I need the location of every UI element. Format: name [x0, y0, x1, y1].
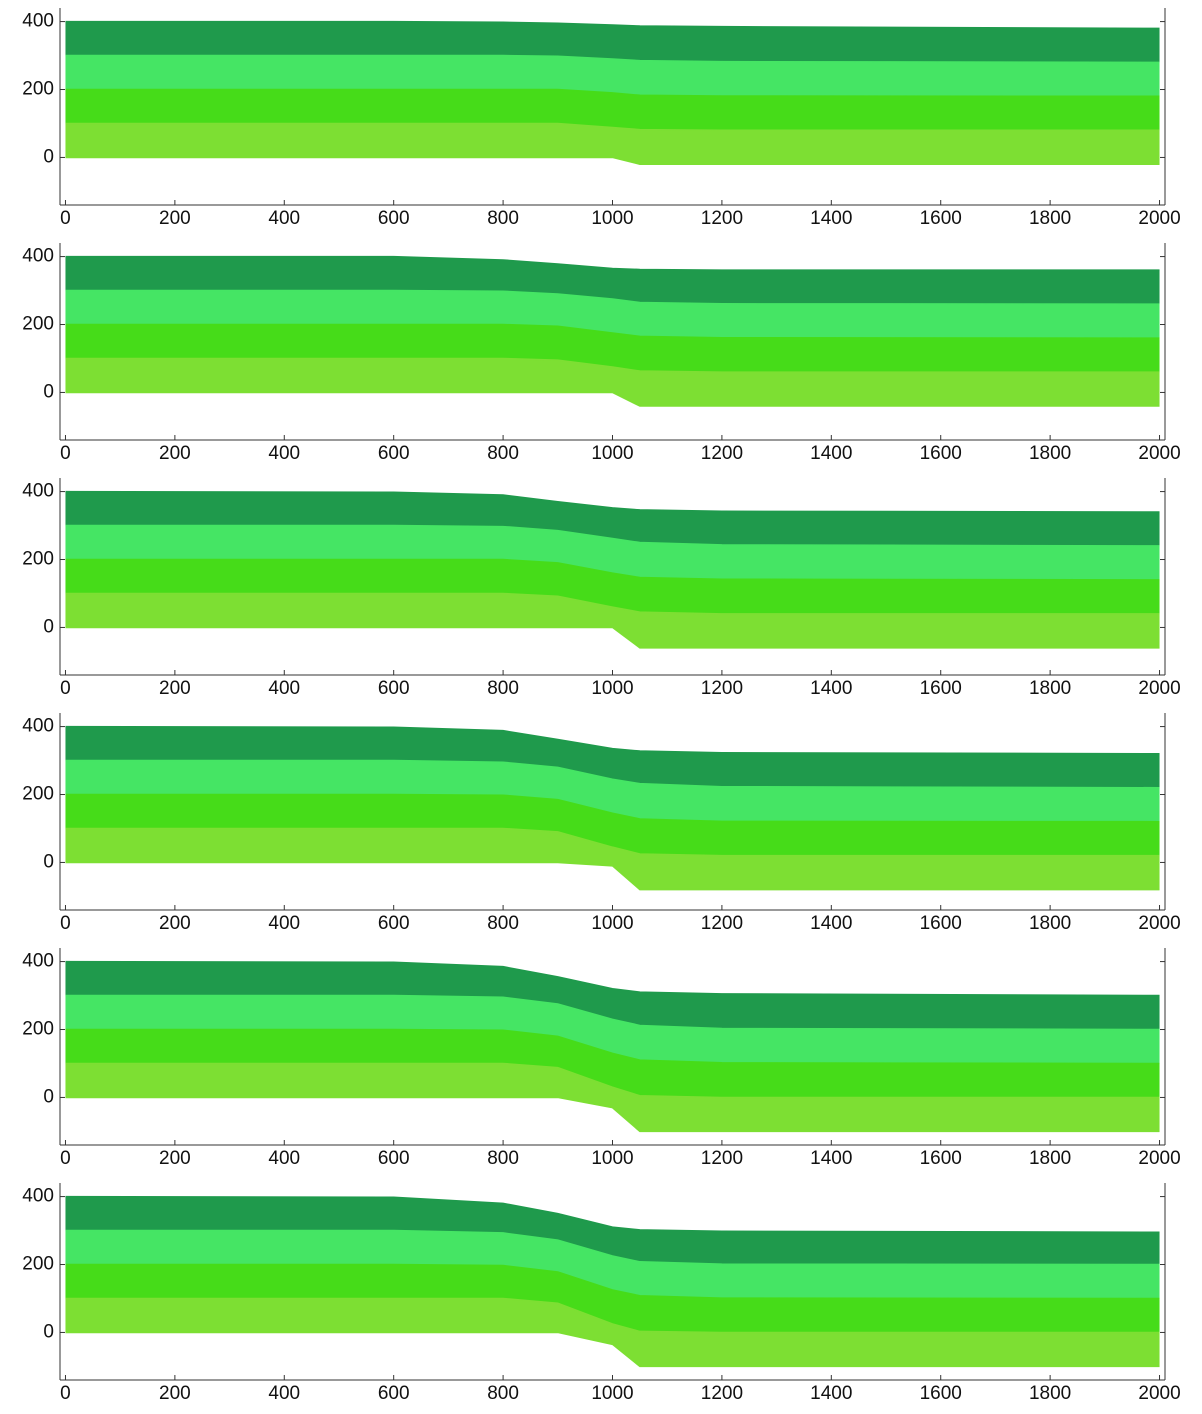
- x-tick-label: 1600: [920, 443, 962, 464]
- x-tick-label: 2000: [1138, 913, 1180, 934]
- x-tick-label: 2000: [1138, 678, 1180, 699]
- x-tick-label: 800: [487, 678, 519, 699]
- x-tick-label: 400: [268, 678, 300, 699]
- y-tick-label: 400: [22, 716, 54, 737]
- x-tick-label: 1400: [810, 443, 852, 464]
- y-tick-label: 200: [22, 1254, 54, 1275]
- y-tick-label: 200: [22, 1019, 54, 1040]
- x-tick-label: 1400: [810, 1148, 852, 1169]
- x-tick-label: 1600: [920, 913, 962, 934]
- x-tick-label: 1800: [1029, 443, 1071, 464]
- x-tick-label: 1200: [701, 208, 743, 229]
- y-tick-label: 0: [43, 381, 54, 402]
- x-tick-label: 0: [60, 443, 71, 464]
- x-tick-label: 1400: [810, 678, 852, 699]
- x-tick-label: 1000: [591, 208, 633, 229]
- figure: 0200400600800100012001400160018002000020…: [0, 0, 1202, 1409]
- x-tick-label: 1400: [810, 913, 852, 934]
- x-tick-label: 1600: [920, 1383, 962, 1404]
- x-tick-label: 1600: [920, 1148, 962, 1169]
- x-tick-label: 1000: [591, 1383, 633, 1404]
- x-tick-label: 1000: [591, 913, 633, 934]
- x-tick-label: 1800: [1029, 208, 1071, 229]
- x-tick-label: 1800: [1029, 1148, 1071, 1169]
- x-tick-label: 600: [378, 678, 410, 699]
- x-tick-label: 600: [378, 1383, 410, 1404]
- x-tick-label: 400: [268, 1148, 300, 1169]
- x-tick-label: 800: [487, 443, 519, 464]
- x-tick-label: 1200: [701, 1383, 743, 1404]
- y-tick-label: 200: [22, 549, 54, 570]
- x-tick-label: 600: [378, 208, 410, 229]
- x-tick-label: 400: [268, 913, 300, 934]
- x-tick-label: 2000: [1138, 208, 1180, 229]
- x-tick-label: 800: [487, 208, 519, 229]
- x-tick-label: 1800: [1029, 913, 1071, 934]
- x-tick-label: 0: [60, 208, 71, 229]
- x-tick-label: 600: [378, 1148, 410, 1169]
- x-tick-label: 1200: [701, 913, 743, 934]
- x-tick-label: 200: [159, 443, 191, 464]
- y-tick-label: 200: [22, 79, 54, 100]
- x-tick-label: 1800: [1029, 678, 1071, 699]
- x-tick-label: 1400: [810, 208, 852, 229]
- x-tick-label: 0: [60, 1383, 71, 1404]
- y-tick-label: 0: [43, 146, 54, 167]
- x-tick-label: 600: [378, 443, 410, 464]
- x-tick-label: 0: [60, 913, 71, 934]
- x-tick-label: 1200: [701, 1148, 743, 1169]
- x-tick-label: 600: [378, 913, 410, 934]
- y-tick-label: 400: [22, 951, 54, 972]
- x-tick-label: 800: [487, 1148, 519, 1169]
- y-tick-label: 400: [22, 246, 54, 267]
- x-tick-label: 1600: [920, 678, 962, 699]
- y-tick-label: 400: [22, 1186, 54, 1207]
- y-tick-label: 0: [43, 1086, 54, 1107]
- y-tick-label: 0: [43, 1321, 54, 1342]
- x-tick-label: 0: [60, 1148, 71, 1169]
- x-tick-label: 800: [487, 913, 519, 934]
- x-tick-label: 200: [159, 1148, 191, 1169]
- y-tick-label: 400: [22, 481, 54, 502]
- x-tick-label: 1800: [1029, 1383, 1071, 1404]
- x-tick-label: 1000: [591, 443, 633, 464]
- x-tick-label: 1600: [920, 208, 962, 229]
- x-tick-label: 0: [60, 678, 71, 699]
- x-tick-label: 1400: [810, 1383, 852, 1404]
- y-tick-label: 200: [22, 784, 54, 805]
- x-tick-label: 1000: [591, 678, 633, 699]
- x-tick-label: 1200: [701, 678, 743, 699]
- x-tick-label: 2000: [1138, 1383, 1180, 1404]
- x-tick-label: 400: [268, 208, 300, 229]
- x-tick-label: 1200: [701, 443, 743, 464]
- y-tick-label: 0: [43, 851, 54, 872]
- y-tick-label: 0: [43, 616, 54, 637]
- x-tick-label: 200: [159, 678, 191, 699]
- x-tick-label: 2000: [1138, 1148, 1180, 1169]
- x-tick-label: 400: [268, 1383, 300, 1404]
- x-tick-label: 200: [159, 208, 191, 229]
- x-tick-label: 800: [487, 1383, 519, 1404]
- x-tick-label: 1000: [591, 1148, 633, 1169]
- y-tick-label: 200: [22, 314, 54, 335]
- y-tick-label: 400: [22, 11, 54, 32]
- x-tick-label: 200: [159, 913, 191, 934]
- x-tick-label: 2000: [1138, 443, 1180, 464]
- x-tick-label: 400: [268, 443, 300, 464]
- x-tick-label: 200: [159, 1383, 191, 1404]
